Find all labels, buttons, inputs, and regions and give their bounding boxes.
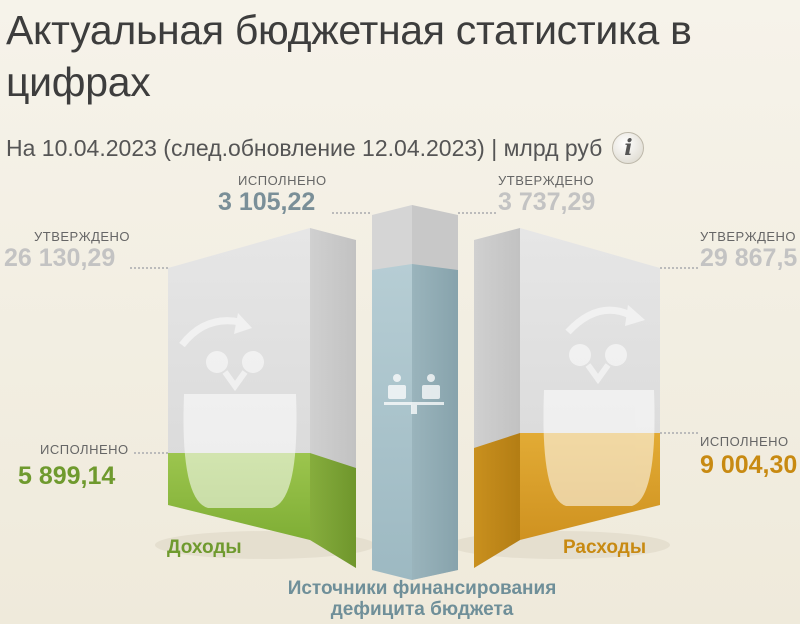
expenses-column[interactable] bbox=[474, 228, 660, 568]
deficit-executed-label: ИСПОЛНЕНО bbox=[238, 173, 327, 188]
deficit-executed-side bbox=[412, 264, 458, 580]
income-approved-label: УТВЕРЖДЕНО bbox=[34, 229, 131, 244]
income-executed-value: 5 899,14 bbox=[18, 462, 116, 490]
deficit-approved-value: 3 737,29 bbox=[498, 188, 596, 216]
deficit-name-line2: дефицита бюджета bbox=[330, 599, 514, 620]
page-title: Актуальная бюджетная статистика в цифрах bbox=[6, 7, 692, 105]
deficit-executed-bar bbox=[372, 264, 412, 580]
income-executed-side bbox=[310, 453, 356, 568]
purse-icon bbox=[179, 313, 297, 508]
income-approved-value: 26 130,29 bbox=[4, 244, 116, 272]
income-column[interactable] bbox=[168, 228, 356, 568]
expenses-executed-value: 9 004,30 bbox=[700, 451, 798, 479]
deficit-executed-value: 3 105,22 bbox=[218, 188, 316, 216]
purse-icon-expenses bbox=[543, 305, 655, 506]
expenses-executed-label: ИСПОЛНЕНО bbox=[700, 434, 789, 449]
expenses-approved-value: 29 867,5 bbox=[700, 244, 798, 272]
expenses-executed-side bbox=[474, 433, 520, 568]
expenses-approved-label: УТВЕРЖДЕНО bbox=[700, 229, 797, 244]
deficit-name-line1: Источники финансирования bbox=[287, 578, 557, 599]
deficit-column[interactable] bbox=[372, 205, 458, 580]
page-subtitle: На 10.04.2023 (след.обновление 12.04.202… bbox=[6, 132, 645, 164]
income-name[interactable]: Доходы bbox=[167, 537, 242, 558]
deficit-approved-label: УТВЕРЖДЕНО bbox=[498, 173, 595, 188]
expenses-name[interactable]: Расходы bbox=[563, 537, 647, 558]
scales-icon bbox=[384, 374, 444, 414]
income-executed-label: ИСПОЛНЕНО bbox=[40, 442, 129, 457]
deficit-name[interactable]: Источники финансирования дефицита бюджет… bbox=[262, 578, 582, 620]
date-and-units: На 10.04.2023 (след.обновление 12.04.202… bbox=[6, 134, 603, 161]
info-icon[interactable]: i bbox=[612, 132, 645, 164]
